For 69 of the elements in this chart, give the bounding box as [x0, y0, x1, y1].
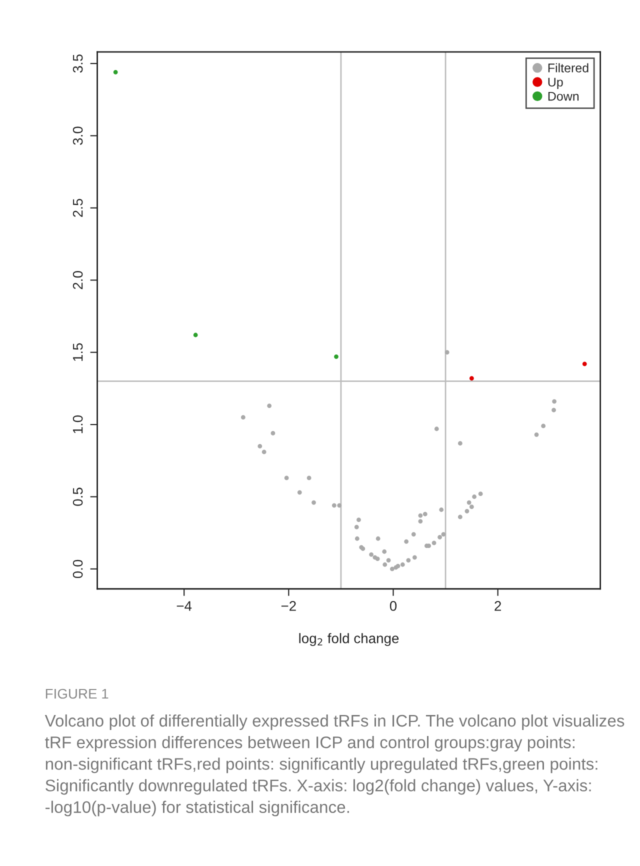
- x-axis-title: log$_{2}$ fold change: [299, 633, 399, 646]
- legend-label: Filtered: [548, 63, 588, 72]
- point: [267, 404, 272, 408]
- point: [472, 494, 476, 499]
- point: [306, 476, 312, 480]
- point: [400, 562, 405, 567]
- point: [262, 450, 266, 454]
- point: [438, 534, 442, 540]
- point: [390, 566, 394, 572]
- point: [193, 332, 198, 338]
- y-tick-label: 1.5: [73, 343, 83, 361]
- point: [375, 556, 380, 562]
- y-tick-label: 2.0: [72, 271, 83, 290]
- point: [466, 500, 472, 505]
- point: [332, 503, 336, 508]
- point: [434, 426, 439, 432]
- point: [458, 514, 462, 520]
- point: [354, 524, 359, 530]
- y-tick-label: 0.0: [72, 560, 83, 578]
- x-tick-label: −2: [281, 601, 296, 611]
- point: [334, 354, 338, 359]
- point: [458, 441, 462, 446]
- point: [444, 350, 450, 355]
- point: [411, 532, 416, 536]
- point: [478, 492, 483, 496]
- point: [312, 500, 316, 505]
- point: [552, 408, 556, 412]
- text: Volcano plot of differentially expressed tRFs in ICP. The volcano plot visualizes tRF expression differences between ICP and control groups:gray points: non-significant tRFs,red points: significantly upregulated tRFs,green points: Significantly downregulated tRFs. X-axis: log2(fold change) values, Y-axis: -log10(p-value) for statistical significance.: [44, 714, 624, 816]
- point: [404, 539, 409, 544]
- point: [541, 424, 546, 428]
- point: [469, 376, 474, 381]
- caption: FIGURE 1: [46, 688, 108, 699]
- point: [337, 503, 342, 508]
- point: [582, 362, 587, 366]
- y-tick-label: 2.5: [72, 198, 83, 217]
- point: [356, 518, 361, 522]
- point: [382, 562, 388, 567]
- point: [240, 415, 246, 420]
- point: [412, 555, 417, 560]
- point: [369, 552, 374, 557]
- point: [418, 519, 423, 524]
- point: [422, 512, 428, 516]
- point: [297, 490, 302, 495]
- point: [354, 536, 360, 541]
- x-tick-label: 2: [494, 601, 501, 611]
- point: [464, 508, 470, 514]
- point: [439, 508, 444, 512]
- y-tick-label: 1.0: [72, 415, 83, 434]
- point: [284, 476, 289, 480]
- point: [552, 399, 556, 404]
- point: [376, 536, 380, 541]
- point: [386, 558, 391, 562]
- y-tick-label: 0.5: [72, 488, 83, 506]
- legend-label: Up: [548, 78, 563, 90]
- point: [406, 558, 411, 562]
- legend-label: Down: [548, 92, 579, 101]
- point: [441, 532, 446, 536]
- point: [534, 432, 539, 437]
- y-tick-label: 3.0: [72, 126, 83, 145]
- point: [113, 70, 118, 74]
- point: [418, 513, 423, 518]
- y-tick-label: 3.5: [72, 54, 83, 73]
- x-tick-label: −4: [176, 601, 192, 611]
- point: [382, 549, 387, 554]
- point: [258, 444, 262, 448]
- x-tick-label: 0: [390, 601, 397, 611]
- point: [469, 504, 474, 510]
- point: [432, 540, 436, 546]
- point: [270, 431, 276, 436]
